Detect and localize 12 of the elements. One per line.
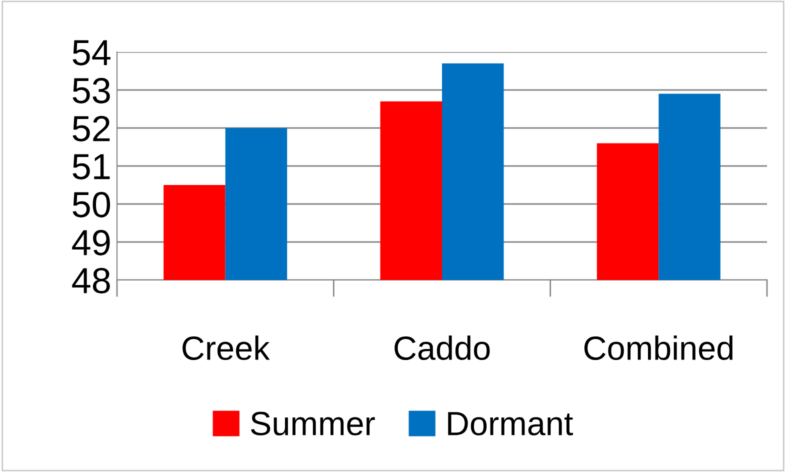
x-tick-label: Caddo bbox=[394, 336, 490, 360]
x-tick-label: Combined bbox=[584, 336, 732, 360]
legend-label: Dormant bbox=[448, 412, 573, 436]
y-tick-label: 49 bbox=[72, 230, 110, 256]
y-tick-label: 54 bbox=[72, 40, 110, 66]
y-tick-label: 48 bbox=[72, 268, 110, 294]
y-tick-label: 53 bbox=[72, 78, 110, 104]
x-tick-label: Creek bbox=[182, 336, 270, 360]
y-tick-label: 52 bbox=[72, 116, 110, 142]
legend-label: Summer bbox=[250, 412, 375, 436]
y-tick-label: 51 bbox=[72, 154, 110, 180]
y-tick-label: 50 bbox=[72, 192, 110, 218]
